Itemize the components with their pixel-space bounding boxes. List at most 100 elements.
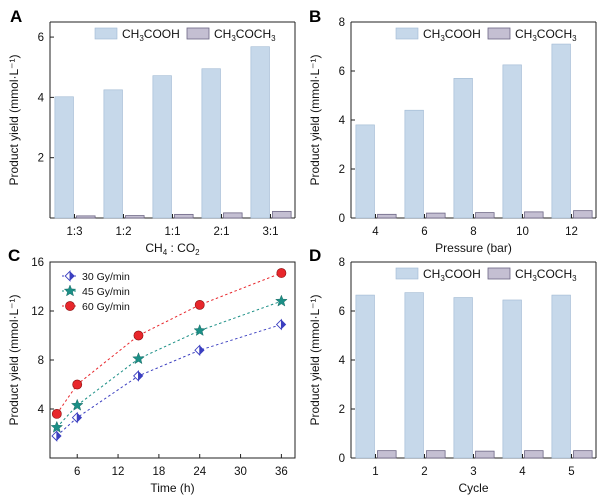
bar-acetic-D <box>453 297 473 459</box>
legend-label-acetone-A: CH3COCH3 <box>214 27 276 43</box>
legend-text-part: COCH <box>537 267 572 281</box>
legend-text-part: CH <box>515 27 532 41</box>
legend-text-part: COCH <box>537 27 572 41</box>
bar-acetone-D <box>573 450 593 459</box>
data-point-series-0-right <box>281 319 287 330</box>
xlabel-part: : CO <box>167 241 195 255</box>
data-point-series-0-right <box>56 431 62 441</box>
x-tick-label-B: 12 <box>565 226 578 238</box>
x-tick-label-C: 30 <box>234 466 247 478</box>
x-tick-label-C: 36 <box>275 466 288 478</box>
data-point-series-2 <box>194 299 205 310</box>
legend-text-sub: 3 <box>139 34 144 43</box>
legend-text-part: CH <box>423 267 440 281</box>
data-point-series-0-left <box>71 411 78 424</box>
legend-text-part: COOH <box>445 267 481 281</box>
data-point-series-1 <box>50 420 64 433</box>
y-tick-label-B: 6 <box>339 66 345 78</box>
legend-text-part: CH <box>122 27 139 41</box>
bar-acetic-A <box>152 75 172 219</box>
data-point-series-0-left <box>194 344 201 357</box>
x-tick-label-D: 4 <box>519 466 526 478</box>
legend-text-part: CH <box>423 27 440 41</box>
legend-label-acetic-D: CH3COOH <box>423 267 481 283</box>
y-tick-label-D: 4 <box>339 355 346 367</box>
xlabel-B: Pressure (bar) <box>435 241 512 255</box>
legend-label-series-1: 45 Gy/min <box>82 286 130 298</box>
legend-label-acetic-A: CH3COOH <box>122 27 180 43</box>
bar-acetone-B <box>524 211 544 219</box>
y-tick-label-A: 6 <box>38 32 44 44</box>
data-point-series-0 <box>71 411 83 424</box>
y-tick-label-C: 12 <box>31 306 44 318</box>
y-tick-label-C: 4 <box>38 404 45 416</box>
data-point-series-2 <box>276 268 287 278</box>
legend-text-part: COOH <box>445 27 481 41</box>
y-tick-label-B: 4 <box>339 115 346 127</box>
xlabel-part: CH <box>145 241 162 255</box>
bar-acetic-A <box>201 68 221 219</box>
legend-text-part: COOH <box>144 27 180 41</box>
bar-acetone-B <box>475 212 495 219</box>
xlabel-A: CH4 : CO2 <box>145 241 200 257</box>
bar-acetone-A <box>174 213 194 219</box>
panel-letter-d: D <box>309 246 321 265</box>
ylabel-C: Product yield (mmol·L⁻¹) <box>7 294 21 425</box>
panel-c-chart: 6 12 18 24 30 36 4 8 12 16 30 Gy/min 45 Gy/min 60 Gy… <box>7 257 296 495</box>
bar-acetic-B <box>453 78 473 219</box>
x-tick-label-A: 1:3 <box>67 226 83 238</box>
legend-marker-2 <box>65 301 75 311</box>
x-tick-label-B: 4 <box>372 226 379 238</box>
legend-text-part: CH <box>214 27 231 41</box>
legend-swatch-acetone-A <box>186 27 210 40</box>
y-tick-label-B: 8 <box>339 17 345 29</box>
legend-marker-0-left <box>64 270 71 282</box>
bar-acetone-B <box>573 210 593 219</box>
series-line-1 <box>56 300 282 428</box>
legend-text-sub: 3 <box>440 274 445 283</box>
legend-text-sub: 3 <box>572 274 577 283</box>
bar-acetone-D <box>475 450 495 459</box>
data-point-series-2 <box>72 379 83 390</box>
panel-letter-c: C <box>8 246 20 265</box>
y-tick-label-B: 0 <box>339 213 345 225</box>
data-point-series-1 <box>132 352 145 365</box>
xlabel-sub: 4 <box>163 248 168 257</box>
legend-swatch-acetone-D <box>487 267 511 280</box>
legend-label-acetic-B: CH3COOH <box>423 27 481 43</box>
data-point-series-0-left <box>51 430 58 442</box>
legend-label-series-0: 30 Gy/min <box>82 271 130 283</box>
data-point-series-1 <box>70 398 84 411</box>
x-tick-label-C: 18 <box>152 466 165 478</box>
y-tick-label-D: 0 <box>339 453 345 465</box>
x-tick-label-C: 6 <box>74 466 80 478</box>
bar-acetic-B <box>502 64 522 219</box>
data-point-series-2 <box>133 330 144 341</box>
legend-label-acetone-D: CH3COCH3 <box>515 267 577 283</box>
legend-text-sub: 3 <box>532 34 537 43</box>
legend-text-sub: 3 <box>440 34 445 43</box>
bar-acetone-A <box>125 215 145 219</box>
x-tick-label-A: 3:1 <box>263 226 279 238</box>
x-tick-label-D: 5 <box>568 466 574 478</box>
legend-swatch-acetic-A <box>94 27 118 40</box>
bar-acetone-B <box>377 213 397 219</box>
legend-marker-0 <box>64 270 75 282</box>
x-tick-label-C: 12 <box>112 466 125 478</box>
bar-acetic-A <box>54 96 74 219</box>
y-tick-label-A: 4 <box>38 92 45 104</box>
legend-text-part: COCH <box>236 27 271 41</box>
ylabel-B: Product yield (mmol·L⁻¹) <box>308 54 322 185</box>
x-tick-label-D: 2 <box>421 466 427 478</box>
y-tick-label-A: 2 <box>38 153 44 165</box>
legend-marker-0-right <box>70 271 75 281</box>
bar-acetic-B <box>551 43 571 219</box>
xlabel-D: Cycle <box>458 481 488 495</box>
bar-acetone-D <box>524 450 544 459</box>
bar-acetone-A <box>76 215 96 219</box>
legend-swatch-acetic-B <box>395 27 419 40</box>
x-tick-label-A: 1:2 <box>116 226 132 238</box>
bar-acetone-A <box>272 210 292 219</box>
bar-acetic-B <box>404 109 424 219</box>
